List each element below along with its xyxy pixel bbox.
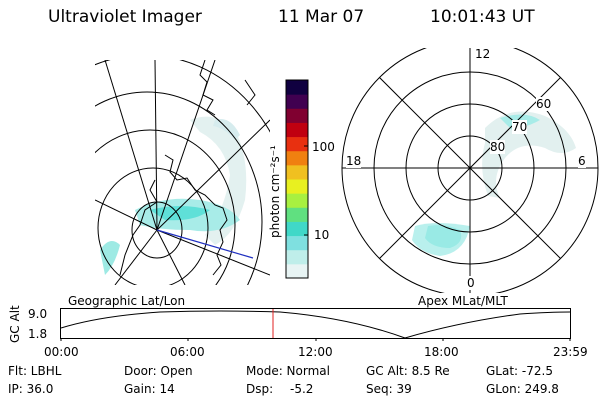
ip-value: IP: 36.0: [8, 382, 54, 396]
timeline-xtick-0000: 00:00: [44, 345, 79, 359]
timeline-ylabel: GC Alt: [8, 305, 22, 343]
colorbar-cell: [286, 94, 308, 109]
timeline-xtick-0600: 06:00: [170, 345, 205, 359]
colorbar-cell: [286, 80, 308, 95]
dsp-value: -5.2: [290, 382, 314, 396]
colorbar-cell: [286, 235, 308, 251]
timeline-xtick-1200: 12:00: [298, 345, 333, 359]
timeline-xtick-2359: 23:59: [553, 345, 588, 359]
dsp-label: Dsp:: [246, 382, 274, 396]
apex-panel-label: Apex MLat/MLT: [418, 294, 508, 308]
colorbar-cell: [286, 108, 308, 123]
mlat-label-60: 60: [536, 97, 552, 111]
mlat-label-80: 80: [490, 140, 506, 154]
mlat-label-70: 70: [512, 120, 528, 134]
mode-value: Mode: Normal: [246, 364, 330, 378]
image-date: 11 Mar 07: [278, 7, 365, 27]
seq-value: Seq: 39: [366, 382, 412, 396]
colorbar-cell: [286, 136, 308, 152]
gain-value: Gain: 14: [124, 382, 175, 396]
mlt-label-12: 12: [474, 47, 492, 61]
altitude-curve: [60, 310, 571, 339]
geographic-map: [95, 60, 270, 285]
colorbar-tick-100: 100: [312, 140, 335, 154]
geo-coastline: [119, 60, 256, 276]
mlt-label-0: 0: [467, 276, 475, 290]
mlt-label-6: 6: [578, 154, 586, 168]
colorbar-cell: [286, 207, 308, 222]
colorbar-cell: [286, 122, 308, 138]
colorbar-cell: [286, 249, 308, 265]
timeline-ytick-bottom: 1.8: [28, 327, 48, 341]
geographic-panel-label: Geographic Lat/Lon: [68, 294, 186, 308]
door-status: Door: Open: [124, 364, 193, 378]
mlt-label-18: 18: [346, 154, 362, 168]
colorbar-cell: [286, 164, 308, 180]
polar-grid: [341, 48, 599, 293]
geo-track-line: [156, 229, 254, 259]
altitude-timeline[interactable]: [60, 308, 574, 342]
geo-aurora-emission: [100, 116, 247, 275]
timeline-ticks: [60, 338, 571, 341]
colorbar-cell: [286, 150, 308, 166]
image-time: 10:01:43 UT: [430, 7, 535, 27]
timeline-ytick-top: 9.0: [28, 307, 48, 321]
colorbar: [285, 79, 309, 279]
timeline-xtick-1800: 18:00: [424, 345, 459, 359]
filter-value: Flt: LBHL: [8, 364, 62, 378]
colorbar-cell: [286, 179, 308, 194]
glat-value: GLat: -72.5: [486, 364, 553, 378]
polar-aurora-emission: [412, 111, 576, 256]
colorbar-tick-10: 10: [314, 228, 330, 242]
gc-alt-value: GC Alt: 8.5 Re: [366, 364, 450, 378]
colorbar-cell: [286, 193, 308, 208]
app-title: Ultraviolet Imager: [48, 7, 202, 27]
colorbar-cell: [286, 221, 308, 237]
glon-value: GLon: 249.8: [486, 382, 559, 396]
colorbar-cell: [286, 263, 308, 279]
colorbar-unit-label: photon cm⁻²s⁻¹: [268, 145, 282, 238]
polar-plot: [341, 48, 599, 293]
